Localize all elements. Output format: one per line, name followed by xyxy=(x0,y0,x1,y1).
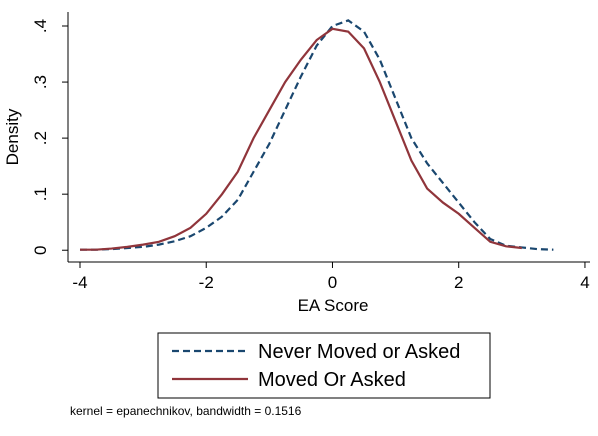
note: kernel = epanechnikov, bandwidth = 0.151… xyxy=(70,404,302,418)
x-tick-label: -4 xyxy=(72,273,87,292)
x-tick-label: 2 xyxy=(454,273,463,292)
y-axis-title: Density xyxy=(3,108,22,165)
legend-box xyxy=(157,332,491,399)
y-tick-label: .2 xyxy=(31,131,50,145)
x-axis-title: EA Score xyxy=(298,296,369,315)
series-line xyxy=(79,27,522,251)
x-tick-label: 0 xyxy=(328,273,337,292)
series-line xyxy=(79,19,554,251)
y-tick-label: .4 xyxy=(31,19,50,33)
legend-label: Moved Or Asked xyxy=(258,369,406,391)
x-tick-label: -2 xyxy=(199,273,214,292)
y-tick-label: .3 xyxy=(31,75,50,89)
y-tick-label: 0 xyxy=(31,245,50,254)
legend-label: Never Moved or Asked xyxy=(258,341,460,363)
y-tick-label: .1 xyxy=(31,187,50,201)
x-tick-label: 4 xyxy=(580,273,589,292)
